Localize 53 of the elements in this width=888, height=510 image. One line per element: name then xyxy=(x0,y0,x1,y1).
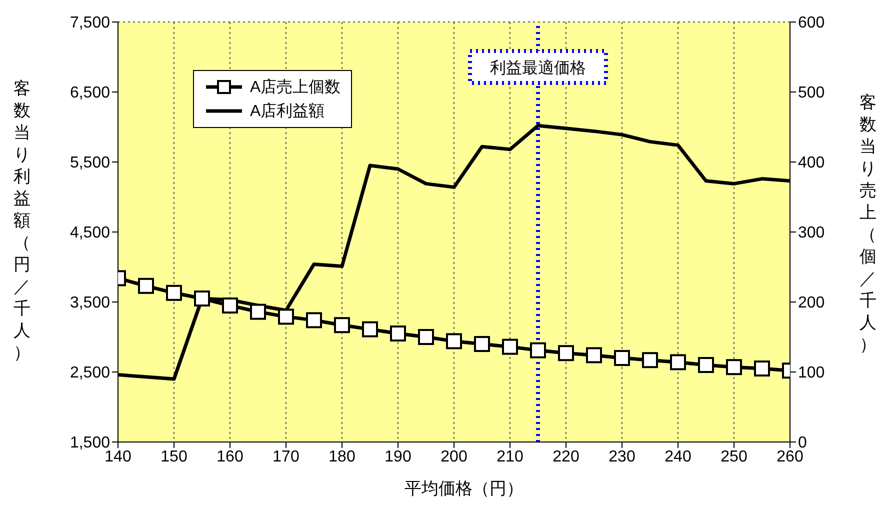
point xyxy=(502,338,518,355)
point xyxy=(614,350,630,366)
x-tick-label: 240 xyxy=(664,448,692,466)
text: 客数当り利益額（円／千人） xyxy=(14,79,30,362)
legend-label: A店利益額 xyxy=(250,102,325,122)
x-tick-label: 220 xyxy=(552,448,580,466)
x-tick-label: 170 xyxy=(272,448,300,466)
point xyxy=(222,298,238,314)
text: 客数当り売上（個／千人） xyxy=(860,93,876,354)
x-tick-label: 180 xyxy=(328,448,356,466)
ref-line-label: 利益最適価格 xyxy=(490,59,586,77)
x-axis-title: 平均価格（円） xyxy=(404,478,524,500)
point xyxy=(670,354,686,370)
point xyxy=(726,359,742,376)
x-tick-label: 250 xyxy=(720,448,748,466)
point xyxy=(334,317,350,334)
point xyxy=(306,312,322,328)
point xyxy=(754,360,770,376)
x-tick-label: 190 xyxy=(384,448,412,466)
y-tick-label: 5,500 xyxy=(70,154,110,172)
legend-label: A店売上個数 xyxy=(250,78,341,98)
point xyxy=(446,333,462,350)
y2-tick-label: 300 xyxy=(798,224,825,242)
y-tick-label: 4,500 xyxy=(70,224,110,242)
x-tick-label: 160 xyxy=(216,448,244,466)
y-tick-label: 2,500 xyxy=(70,364,110,382)
point xyxy=(418,329,434,345)
point xyxy=(558,345,574,362)
y2-tick-label: 200 xyxy=(798,294,825,312)
y2-tick-label: 100 xyxy=(798,364,825,382)
x-tick-label: 150 xyxy=(160,448,188,466)
y-tick-label: 3,500 xyxy=(70,294,110,312)
x-tick-label: 210 xyxy=(496,448,524,466)
y2-tick-label: 600 xyxy=(798,14,825,32)
y2-tick-label: 500 xyxy=(798,84,825,102)
point xyxy=(530,342,546,358)
point xyxy=(194,290,210,306)
point xyxy=(586,347,602,364)
y-tick-label: 6,500 xyxy=(70,84,110,102)
point xyxy=(250,304,266,320)
y-tick-label: 7,500 xyxy=(70,14,110,32)
y2-tick-label: 400 xyxy=(798,154,825,172)
point xyxy=(138,278,154,294)
point xyxy=(390,326,406,342)
point xyxy=(362,321,378,338)
point xyxy=(698,357,714,373)
point xyxy=(278,308,294,325)
x-tick-label: 230 xyxy=(608,448,636,466)
point xyxy=(166,284,182,301)
point xyxy=(642,352,658,368)
point xyxy=(474,336,490,352)
x-tick-label: 200 xyxy=(440,448,468,466)
x-tick-label: 260 xyxy=(776,448,804,466)
